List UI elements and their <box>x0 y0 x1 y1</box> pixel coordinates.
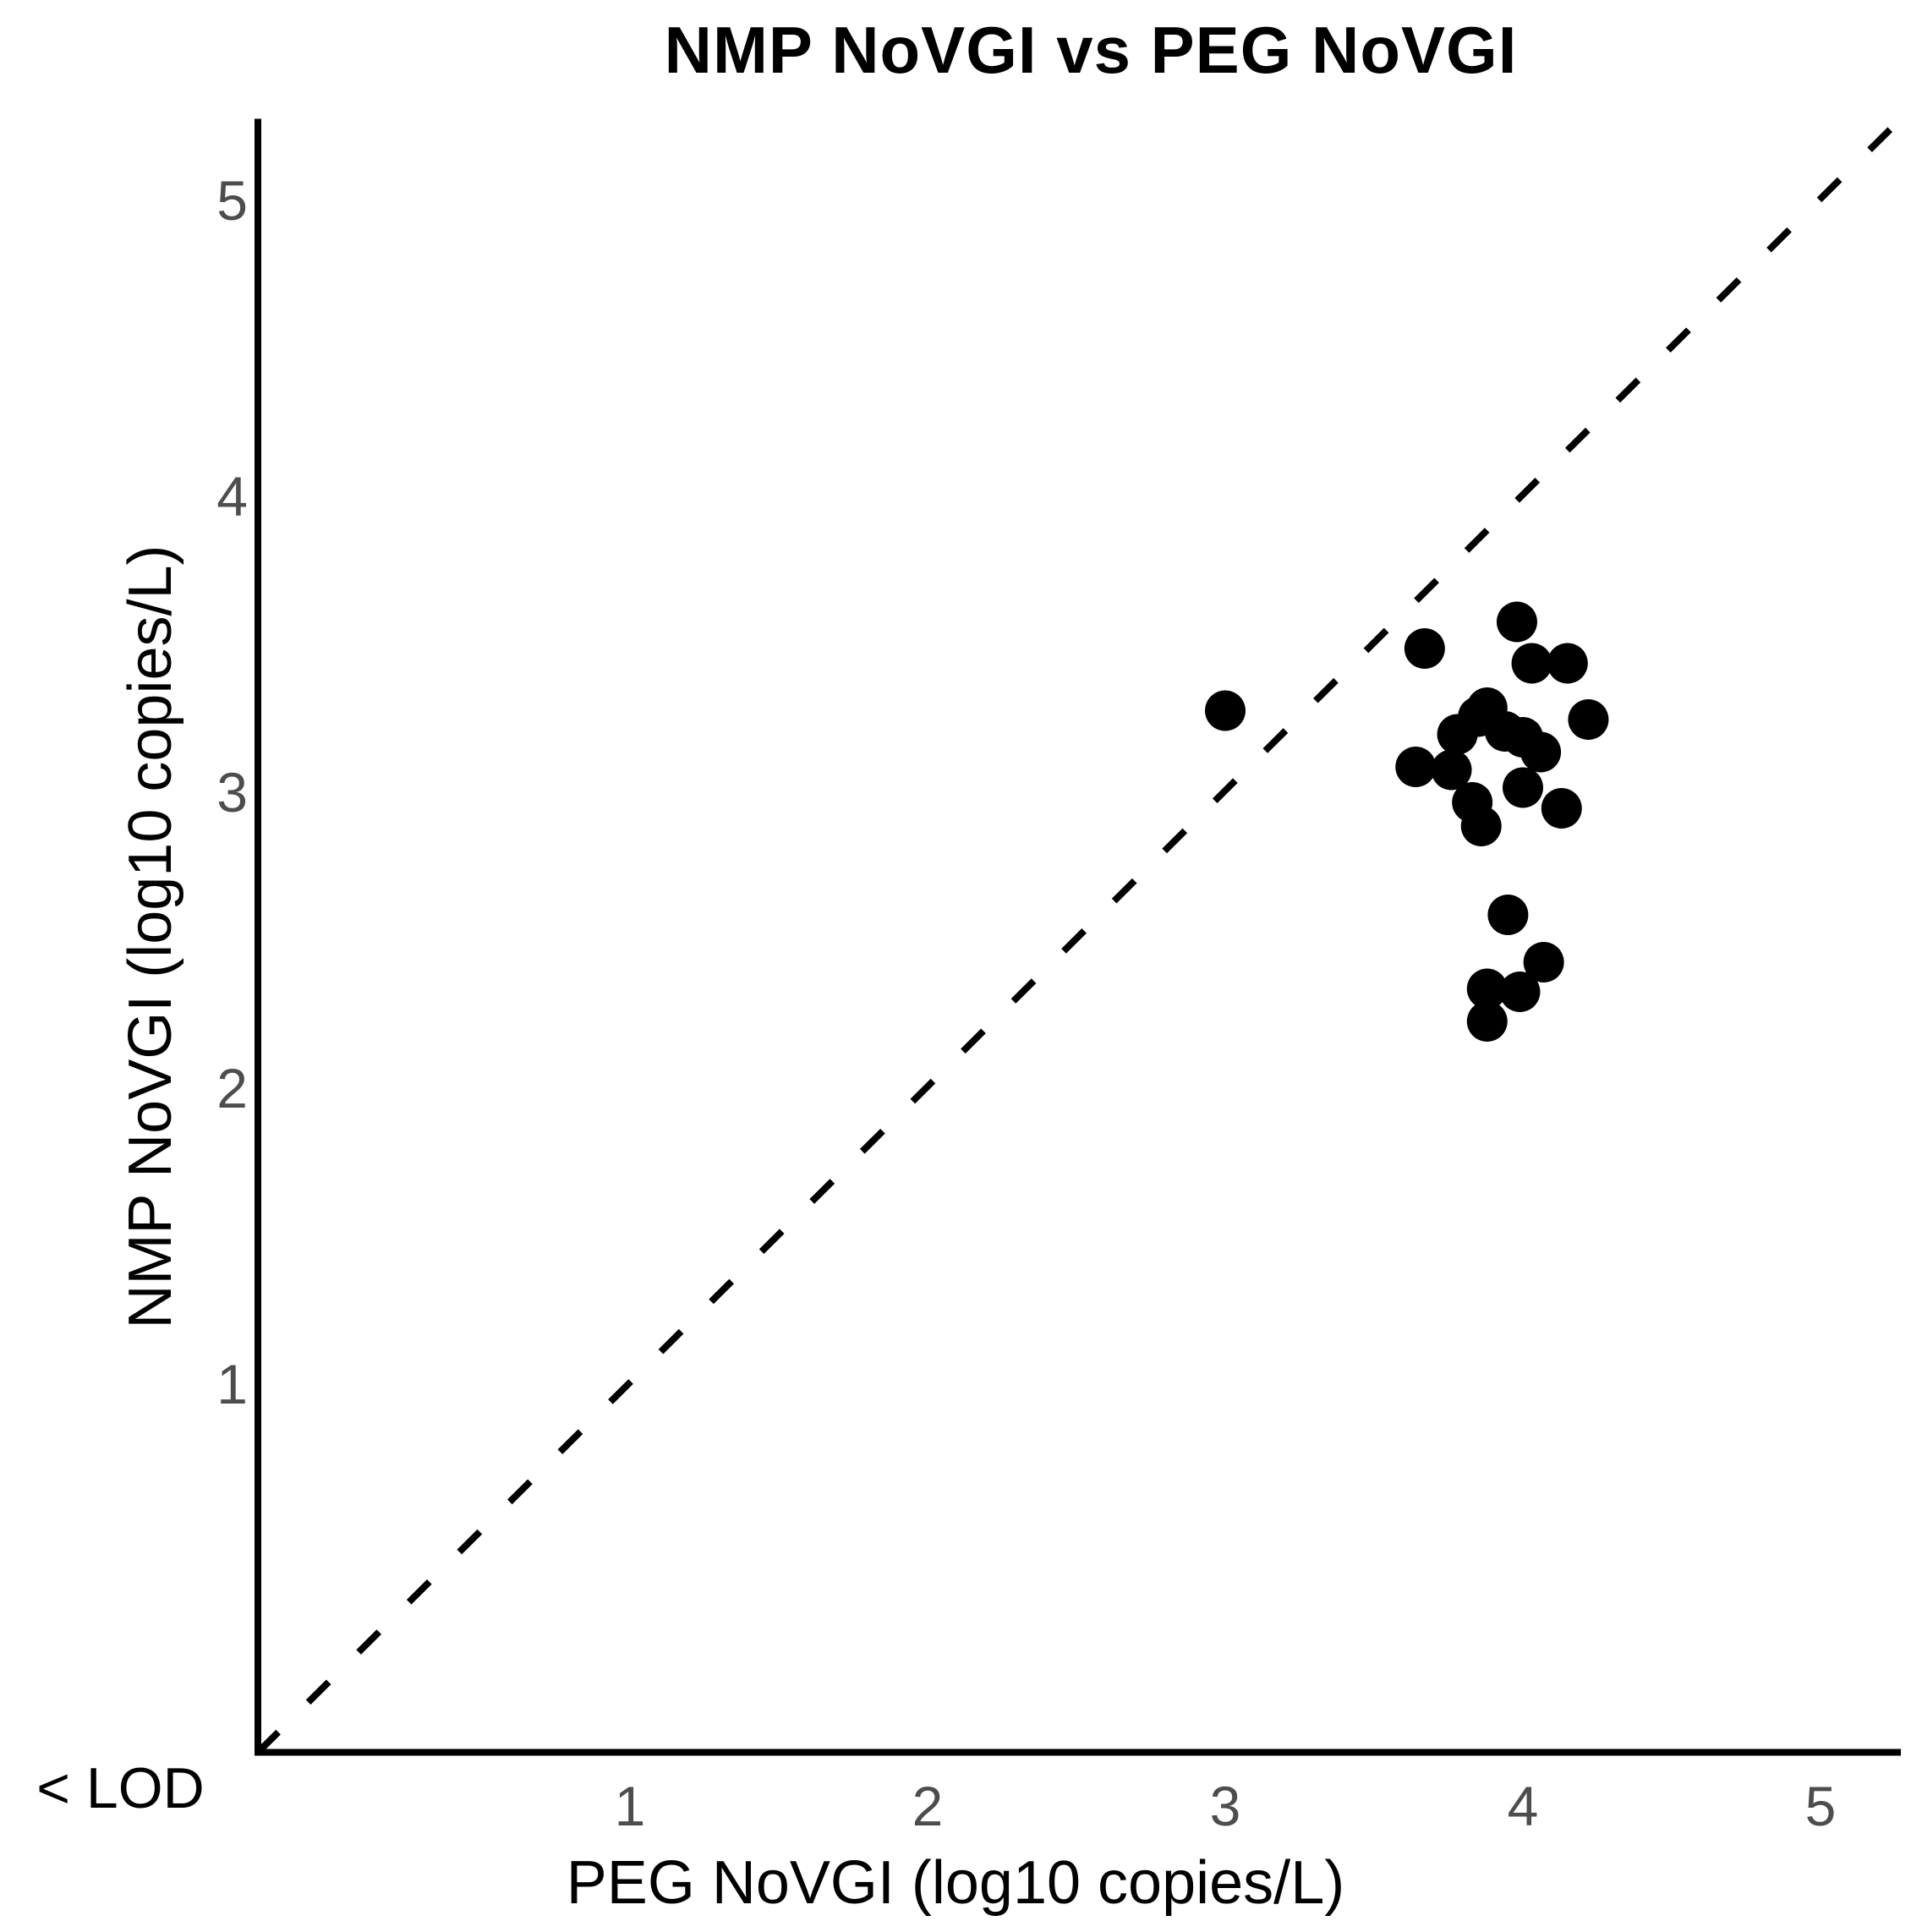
y-tick-label: 4 <box>216 465 248 528</box>
identity-line <box>255 116 1903 1755</box>
x-axis-label: PEG NoVGI (log10 copies/L) <box>566 1849 1345 1917</box>
data-point <box>1460 806 1502 846</box>
data-point <box>1466 968 1508 1010</box>
data-point <box>1395 747 1437 787</box>
data-point <box>1523 942 1564 982</box>
data-point <box>1541 788 1582 829</box>
y-tick-label: 2 <box>216 1057 248 1119</box>
y-tick-label: 1 <box>216 1353 248 1415</box>
y-tick-label: 3 <box>216 761 248 824</box>
data-point <box>1496 601 1537 643</box>
x-tick-label: 4 <box>1507 1775 1539 1837</box>
data-point <box>1431 749 1472 791</box>
x-tick-label: 1 <box>614 1775 646 1837</box>
data-point <box>1568 699 1609 740</box>
data-point <box>1437 714 1478 755</box>
data-point <box>1205 690 1246 731</box>
data-point <box>1520 731 1562 773</box>
y-tick-label: 5 <box>216 169 248 232</box>
below-lod-label: < LOD <box>36 1756 205 1820</box>
data-point <box>1466 1001 1508 1042</box>
data-point <box>1487 895 1529 935</box>
data-point <box>1404 628 1445 669</box>
chart-title: NMP NoVGI vs PEG NoVGI <box>664 13 1518 87</box>
x-tick-label: 2 <box>912 1775 944 1837</box>
x-tick-label: 5 <box>1804 1775 1837 1837</box>
data-point <box>1547 643 1588 684</box>
data-point <box>1499 971 1541 1012</box>
data-point <box>1511 643 1552 684</box>
data-point <box>1503 767 1543 808</box>
x-tick-label: 3 <box>1209 1775 1241 1837</box>
